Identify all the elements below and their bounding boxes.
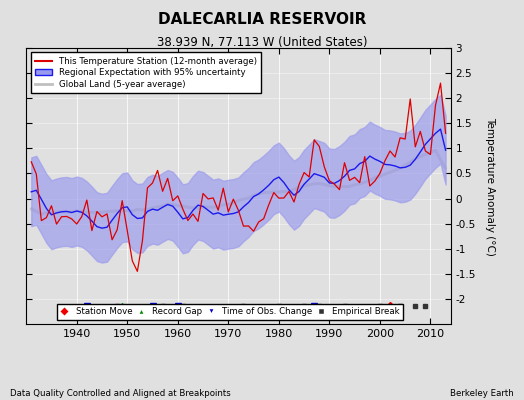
Text: Berkeley Earth: Berkeley Earth xyxy=(450,389,514,398)
Text: DALECARLIA RESERVOIR: DALECARLIA RESERVOIR xyxy=(158,12,366,27)
Y-axis label: Temperature Anomaly (°C): Temperature Anomaly (°C) xyxy=(485,116,495,256)
Legend: Station Move, Record Gap, Time of Obs. Change, Empirical Break: Station Move, Record Gap, Time of Obs. C… xyxy=(57,304,403,320)
Text: 38.939 N, 77.113 W (United States): 38.939 N, 77.113 W (United States) xyxy=(157,36,367,49)
Text: Data Quality Controlled and Aligned at Breakpoints: Data Quality Controlled and Aligned at B… xyxy=(10,389,231,398)
